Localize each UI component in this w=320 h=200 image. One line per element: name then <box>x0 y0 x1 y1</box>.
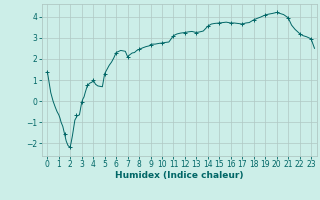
X-axis label: Humidex (Indice chaleur): Humidex (Indice chaleur) <box>115 171 244 180</box>
